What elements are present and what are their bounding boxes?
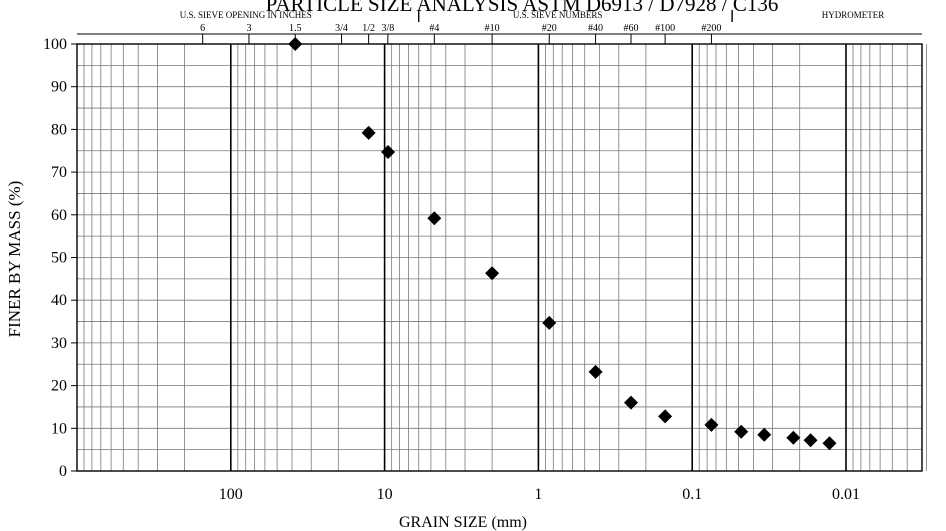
y-tick-label: 0 — [59, 463, 67, 480]
data-point — [288, 37, 303, 51]
data-point — [822, 436, 837, 451]
y-axis-label: FINER BY MASS (%) — [5, 181, 24, 338]
data-point — [485, 266, 500, 281]
sieve-label: 3/4 — [335, 23, 348, 34]
x-tick-label: 1 — [534, 486, 542, 503]
sieve-label: #100 — [655, 23, 675, 34]
x-tick-label: 0.1 — [682, 486, 702, 503]
sieve-label: 3/8 — [381, 23, 394, 34]
x-tick-label: 100 — [219, 486, 243, 503]
data-point — [734, 424, 749, 439]
y-tick-label: 90 — [51, 79, 67, 96]
sieve-label: #20 — [542, 23, 557, 34]
data-point — [803, 433, 818, 448]
x-tick-label: 0.01 — [832, 486, 860, 503]
data-points — [288, 37, 837, 451]
data-point — [542, 315, 557, 330]
y-tick-label: 100 — [43, 36, 67, 53]
data-point — [623, 395, 638, 410]
data-point — [381, 145, 396, 160]
sieve-label: 1/2 — [362, 23, 375, 34]
y-tick-label: 60 — [51, 207, 67, 224]
data-point — [588, 364, 603, 379]
data-point — [361, 125, 376, 140]
sieve-label: #40 — [588, 23, 603, 34]
y-tick-label: 70 — [51, 164, 67, 181]
y-tick-label: 20 — [51, 378, 67, 395]
sieve-label: #200 — [701, 23, 721, 34]
sieve-label: #10 — [485, 23, 500, 34]
y-tick-label: 40 — [51, 292, 67, 309]
y-tick-label: 80 — [51, 121, 67, 138]
data-point — [757, 427, 772, 442]
sieve-group-label: HYDROMETER — [822, 10, 885, 20]
grid — [77, 43, 927, 472]
data-point — [658, 409, 673, 424]
y-tick-label: 30 — [51, 335, 67, 352]
y-tick-label: 50 — [51, 250, 67, 267]
sieve-group-label: U.S. SIEVE NUMBERS — [513, 10, 603, 20]
chart-title: PARTICLE SIZE ANALYSIS ASTM D6913 / D792… — [266, 0, 779, 16]
data-point — [786, 430, 801, 445]
x-axis-label: GRAIN SIZE (mm) — [399, 514, 527, 531]
data-point — [704, 417, 719, 432]
sieve-label: 3 — [246, 23, 251, 34]
y-tick-label: 10 — [51, 420, 67, 437]
sieve-label: #4 — [429, 23, 439, 34]
x-tick-label: 10 — [377, 486, 393, 503]
sieve-group-label: U.S. SIEVE OPENING IN INCHES — [180, 10, 312, 20]
data-point — [427, 211, 442, 226]
sieve-label: #60 — [623, 23, 638, 34]
sieve-label: 1.5 — [289, 23, 302, 34]
top-sieve-axis: 6 3 1.5 3/4 1/2 3/8 #4 #10 #20 #40 #60 #100 #200 U.S.… — [77, 10, 922, 44]
sieve-label: 6 — [200, 23, 205, 34]
